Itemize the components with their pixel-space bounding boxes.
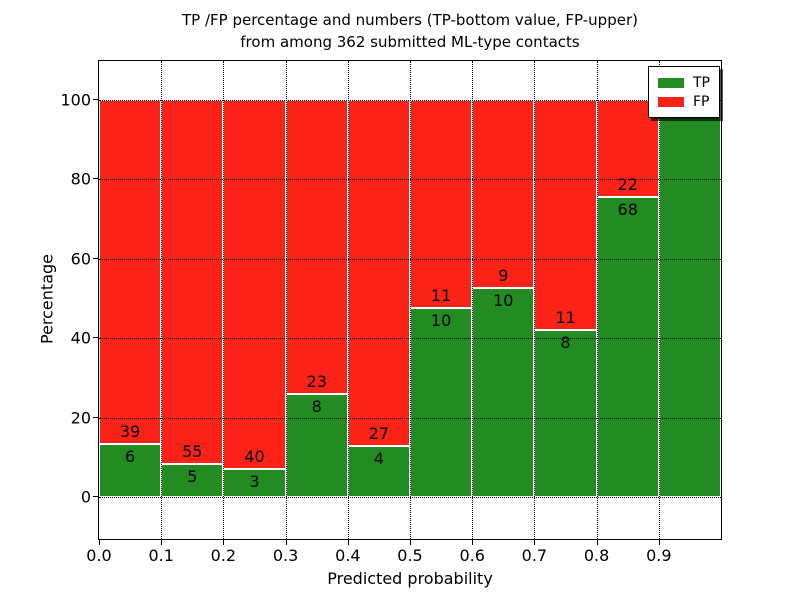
y-tick-mark (93, 337, 98, 339)
tp-count-label: 6 (125, 446, 136, 466)
bar-segment-tp (161, 463, 224, 497)
bar-segment-tp (285, 394, 348, 497)
tp-count-label: 8 (560, 332, 571, 352)
y-tick-label: 20 (70, 408, 91, 427)
horizontal-gridline (99, 496, 721, 498)
vertical-gridline (534, 61, 536, 539)
legend-entry-tp: TP (658, 73, 710, 92)
horizontal-gridline (99, 99, 721, 101)
tp-count-label: 3 (249, 472, 260, 492)
x-tick-mark (410, 540, 411, 545)
y-tick-mark (93, 98, 98, 100)
vertical-gridline (472, 61, 474, 539)
x-tick-label: 0.8 (583, 546, 610, 565)
horizontal-gridline (99, 179, 721, 181)
fp-count-label: 23 (306, 372, 327, 392)
tp-count-label: 4 (373, 448, 384, 468)
x-tick-mark (285, 540, 287, 545)
bar-segment-tp (99, 443, 162, 497)
legend-label-fp: FP (693, 93, 710, 110)
bar-segment-fp (410, 99, 473, 308)
bar-segment-tp (472, 287, 535, 497)
legend-entry-fp: FP (658, 92, 710, 111)
legend-label-tp: TP (693, 74, 710, 91)
tp-color-swatch (658, 77, 684, 88)
tp-count-label: 8 (311, 397, 322, 417)
bar-segment-tp (596, 196, 659, 497)
x-tick-label: 0.0 (86, 546, 112, 565)
y-tick-mark (93, 257, 98, 259)
bar-segment-fp (472, 99, 535, 288)
x-tick-label: 0.9 (646, 546, 672, 565)
x-tick-label: 0.1 (148, 546, 174, 565)
vertical-gridline (347, 61, 349, 539)
y-tick-label: 80 (70, 169, 91, 189)
fp-count-label: 11 (430, 285, 452, 305)
vertical-gridline (410, 61, 411, 539)
fp-count-label: 9 (498, 265, 509, 285)
vertical-gridline (658, 61, 660, 539)
x-tick-mark (347, 540, 349, 545)
x-tick-mark (161, 540, 163, 545)
bar-segment-fp (285, 99, 348, 395)
vertical-gridline (596, 61, 598, 539)
bar-segment-fp (223, 99, 286, 470)
fp-count-label: 55 (182, 441, 203, 461)
x-tick-mark (596, 540, 598, 545)
chart-title-line2: from among 362 submitted ML-type contact… (240, 33, 580, 51)
fp-count-label: 22 (617, 174, 638, 194)
x-axis-label: Predicted probability (327, 569, 493, 588)
x-tick-label: 0.3 (272, 546, 299, 565)
legend: TP FP (648, 66, 720, 118)
tp-count-label: 68 (617, 199, 638, 219)
x-tick-label: 0.5 (397, 546, 423, 565)
bar-segment-tp (534, 329, 597, 497)
x-tick-label: 0.6 (459, 546, 485, 565)
bar-segment-tp (658, 99, 721, 497)
chart-title-line1: TP /FP percentage and numbers (TP-bottom… (182, 11, 638, 29)
tp-count-label: 10 (493, 290, 514, 310)
y-tick-label: 60 (70, 249, 91, 269)
plot-area: 396555403238274111091011822683 (98, 60, 722, 540)
fp-count-label: 11 (555, 307, 576, 327)
bar-segment-fp (347, 99, 410, 446)
vertical-gridline (285, 61, 287, 539)
tp-count-label: 10 (430, 310, 452, 330)
vertical-gridline (161, 61, 163, 539)
y-tick-label: 0 (80, 487, 91, 507)
x-tick-label: 0.7 (521, 546, 548, 565)
x-tick-label: 0.2 (210, 546, 237, 565)
fp-count-label: 40 (244, 447, 265, 467)
bar-segment-tp (410, 307, 473, 497)
y-tick-label: 40 (70, 328, 91, 348)
fp-count-label: 27 (368, 423, 390, 443)
y-tick-mark (93, 495, 98, 497)
x-tick-mark (472, 540, 474, 545)
x-tick-mark (534, 540, 536, 545)
horizontal-gridline (99, 417, 721, 419)
bar-segment-fp (534, 99, 597, 330)
x-tick-mark (99, 540, 100, 545)
bar-segment-fp (161, 99, 224, 464)
horizontal-gridline (99, 338, 721, 340)
chart-title: TP /FP percentage and numbers (TP-bottom… (98, 9, 722, 53)
y-tick-mark (93, 178, 98, 180)
x-tick-mark (658, 540, 660, 545)
tp-count-label: 5 (187, 466, 198, 486)
fp-count-label: 39 (119, 421, 141, 441)
bar-segment-fp (99, 99, 162, 444)
vertical-gridline (223, 61, 225, 539)
horizontal-gridline (99, 258, 721, 260)
x-tick-label: 0.4 (335, 546, 361, 565)
y-tick-label: 100 (60, 90, 91, 110)
y-tick-mark (93, 416, 98, 418)
fp-color-swatch (658, 96, 684, 107)
x-tick-mark (223, 540, 225, 545)
